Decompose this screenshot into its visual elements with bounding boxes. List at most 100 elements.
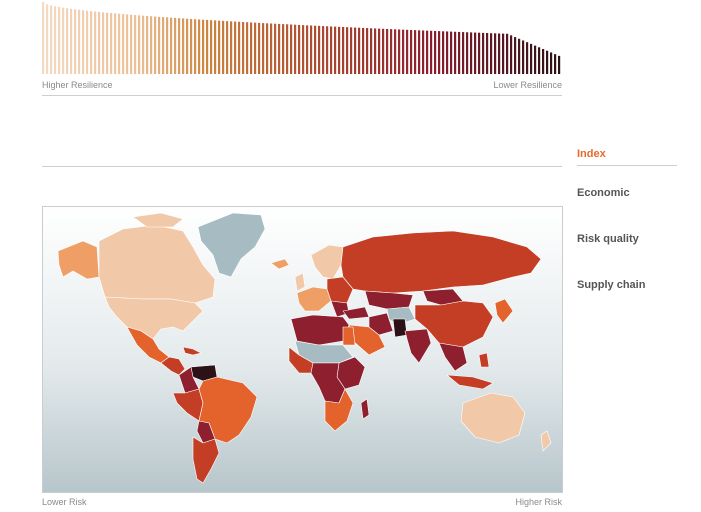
ranking-bar[interactable]	[178, 18, 181, 74]
ranking-bar[interactable]	[42, 2, 45, 74]
ranking-bar[interactable]	[390, 29, 393, 74]
ranking-bar[interactable]	[282, 24, 285, 74]
ranking-bar[interactable]	[406, 29, 409, 74]
ranking-bar[interactable]	[450, 31, 453, 74]
region-kazakhstan[interactable]	[364, 290, 414, 310]
ranking-bar[interactable]	[194, 19, 197, 74]
ranking-bar[interactable]	[502, 33, 505, 74]
ranking-bar[interactable]	[222, 20, 225, 74]
ranking-bar[interactable]	[286, 24, 289, 74]
ranking-bar[interactable]	[478, 32, 481, 74]
menu-item-supply-chain[interactable]: Supply chain	[577, 279, 646, 291]
ranking-bar[interactable]	[458, 31, 461, 74]
ranking-bar[interactable]	[314, 25, 317, 74]
ranking-bar[interactable]	[526, 42, 529, 74]
ranking-bar[interactable]	[514, 37, 517, 74]
ranking-bar[interactable]	[310, 25, 313, 75]
region-new-zealand[interactable]	[540, 430, 552, 452]
ranking-bar[interactable]	[98, 11, 101, 74]
ranking-bar[interactable]	[134, 15, 137, 74]
menu-item-economic[interactable]: Economic	[577, 187, 630, 199]
region-argentina-chile[interactable]	[192, 436, 220, 484]
ranking-bar[interactable]	[350, 27, 353, 74]
ranking-bar[interactable]	[242, 22, 245, 74]
ranking-bar[interactable]	[106, 12, 109, 74]
ranking-bar[interactable]	[78, 9, 81, 74]
region-australia[interactable]	[460, 392, 526, 444]
ranking-bar[interactable]	[262, 23, 265, 74]
region-scandinavia[interactable]	[310, 244, 344, 280]
ranking-bar[interactable]	[306, 25, 309, 74]
ranking-bar[interactable]	[130, 14, 133, 74]
region-caribbean[interactable]	[182, 346, 202, 356]
ranking-bar[interactable]	[446, 31, 449, 74]
ranking-bar[interactable]	[558, 55, 561, 74]
ranking-bar[interactable]	[378, 28, 381, 74]
ranking-bar[interactable]	[70, 8, 73, 74]
region-russia[interactable]	[340, 230, 542, 294]
region-uk[interactable]	[294, 272, 306, 292]
region-brazil[interactable]	[198, 376, 258, 444]
ranking-bar[interactable]	[58, 6, 61, 74]
region-colombia[interactable]	[178, 366, 200, 394]
ranking-bar[interactable]	[138, 15, 141, 74]
ranking-bar[interactable]	[234, 21, 237, 74]
region-korea-japan[interactable]	[494, 298, 514, 324]
region-western-europe[interactable]	[296, 286, 332, 312]
ranking-bar[interactable]	[522, 40, 525, 74]
ranking-bar[interactable]	[470, 32, 473, 74]
ranking-bar[interactable]	[250, 22, 253, 74]
ranking-bar[interactable]	[442, 31, 445, 74]
ranking-bar[interactable]	[174, 17, 177, 74]
ranking-bar[interactable]	[186, 18, 189, 74]
ranking-bar[interactable]	[494, 33, 497, 74]
region-madagascar[interactable]	[360, 398, 370, 420]
ranking-bar[interactable]	[298, 24, 301, 74]
ranking-bar[interactable]	[278, 23, 281, 74]
region-central-america[interactable]	[160, 356, 186, 376]
region-egypt[interactable]	[342, 326, 356, 346]
ranking-bar[interactable]	[190, 18, 193, 74]
region-ecuador-peru[interactable]	[172, 388, 204, 422]
ranking-bar[interactable]	[534, 45, 537, 74]
ranking-bar[interactable]	[498, 33, 501, 74]
ranking-bar[interactable]	[74, 9, 77, 74]
ranking-bar[interactable]	[474, 32, 477, 74]
region-iran[interactable]	[368, 312, 394, 336]
ranking-bar[interactable]	[114, 13, 117, 74]
ranking-bar[interactable]	[490, 33, 493, 74]
ranking-bar[interactable]	[258, 22, 261, 74]
ranking-bar[interactable]	[462, 32, 465, 74]
ranking-bar[interactable]	[346, 27, 349, 74]
ranking-bar[interactable]	[182, 18, 185, 74]
ranking-bar[interactable]	[50, 5, 53, 74]
ranking-bar[interactable]	[326, 26, 329, 74]
region-indonesia[interactable]	[446, 374, 494, 390]
ranking-bar[interactable]	[366, 28, 369, 74]
ranking-bar[interactable]	[550, 52, 553, 74]
ranking-bar[interactable]	[210, 20, 213, 74]
ranking-bar[interactable]	[542, 49, 545, 74]
ranking-bar[interactable]	[334, 26, 337, 74]
region-iceland[interactable]	[270, 258, 290, 270]
ranking-bar[interactable]	[162, 17, 165, 74]
ranking-bar[interactable]	[394, 29, 397, 74]
ranking-bar[interactable]	[302, 25, 305, 74]
ranking-bar[interactable]	[354, 27, 357, 74]
region-se-asia[interactable]	[438, 342, 468, 372]
ranking-bar[interactable]	[422, 30, 425, 74]
ranking-bar[interactable]	[318, 25, 321, 74]
ranking-bar[interactable]	[482, 32, 485, 74]
ranking-bar[interactable]	[166, 17, 169, 74]
ranking-bar[interactable]	[146, 15, 149, 74]
ranking-bar[interactable]	[274, 23, 277, 74]
region-pakistan[interactable]	[392, 318, 408, 338]
ranking-bar[interactable]	[238, 21, 241, 74]
ranking-bar[interactable]	[322, 26, 325, 74]
ranking-bar[interactable]	[418, 30, 421, 74]
ranking-bar[interactable]	[430, 30, 433, 74]
ranking-bar[interactable]	[466, 32, 469, 74]
ranking-bar[interactable]	[246, 22, 249, 74]
ranking-bar[interactable]	[386, 28, 389, 74]
region-alaska[interactable]	[57, 240, 100, 280]
